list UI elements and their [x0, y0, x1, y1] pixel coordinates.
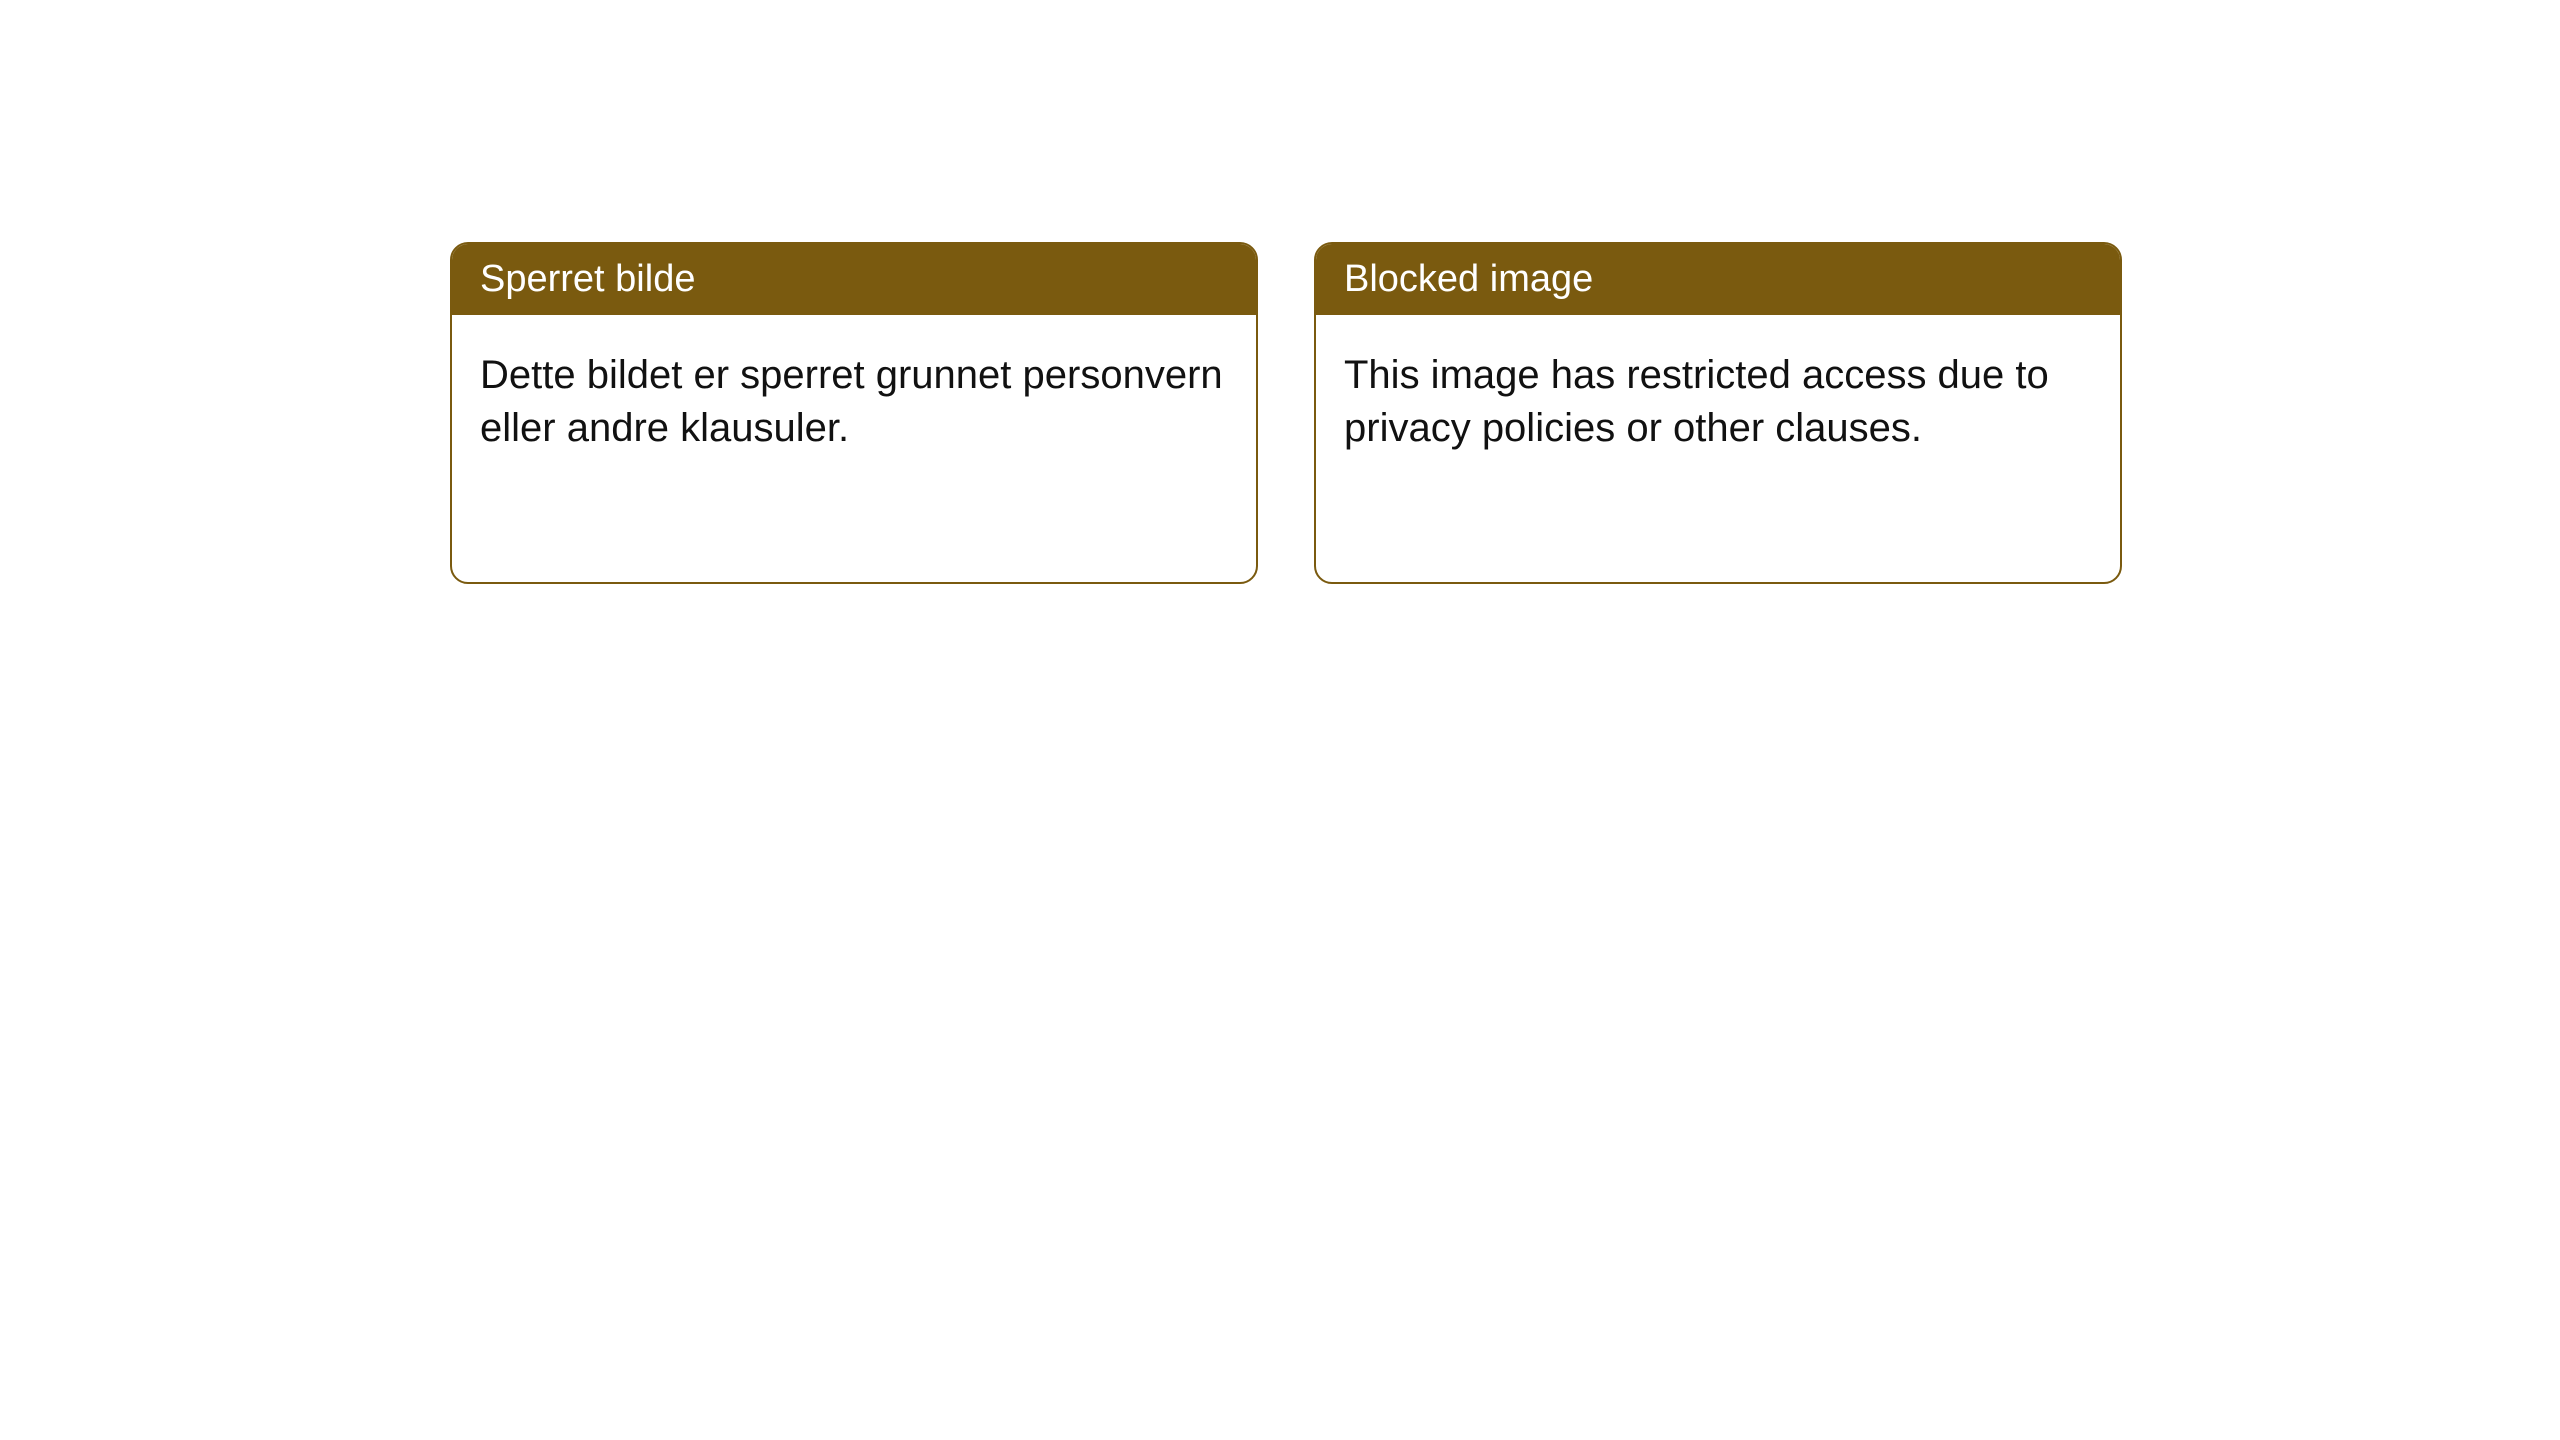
card-body-text: Dette bildet er sperret grunnet personve… — [480, 353, 1223, 450]
card-title: Sperret bilde — [480, 258, 695, 300]
card-title: Blocked image — [1344, 258, 1593, 300]
card-body: Dette bildet er sperret grunnet personve… — [452, 315, 1256, 489]
notice-card-english: Blocked image This image has restricted … — [1314, 242, 2122, 584]
card-body: This image has restricted access due to … — [1316, 315, 2120, 489]
notice-cards-container: Sperret bilde Dette bildet er sperret gr… — [450, 242, 2122, 584]
card-header: Sperret bilde — [452, 244, 1256, 315]
card-body-text: This image has restricted access due to … — [1344, 353, 2049, 450]
card-header: Blocked image — [1316, 244, 2120, 315]
notice-card-norwegian: Sperret bilde Dette bildet er sperret gr… — [450, 242, 1258, 584]
